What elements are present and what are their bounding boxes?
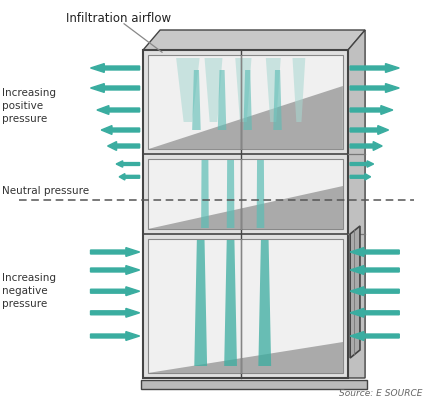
FancyArrow shape bbox=[349, 161, 373, 167]
FancyArrow shape bbox=[107, 142, 139, 150]
Polygon shape bbox=[148, 55, 342, 149]
Polygon shape bbox=[349, 226, 359, 358]
Polygon shape bbox=[292, 58, 305, 122]
Polygon shape bbox=[273, 70, 281, 130]
FancyArrow shape bbox=[90, 84, 139, 92]
FancyArrow shape bbox=[90, 266, 139, 274]
FancyArrow shape bbox=[349, 308, 398, 317]
FancyArrow shape bbox=[349, 332, 398, 340]
Polygon shape bbox=[226, 160, 234, 228]
Polygon shape bbox=[143, 30, 364, 50]
Polygon shape bbox=[176, 58, 199, 122]
Polygon shape bbox=[347, 30, 364, 378]
Text: Increasing
negative
pressure: Increasing negative pressure bbox=[2, 274, 56, 309]
Text: Increasing
positive
pressure: Increasing positive pressure bbox=[2, 88, 56, 124]
FancyArrow shape bbox=[90, 64, 139, 72]
FancyArrow shape bbox=[90, 248, 139, 256]
FancyArrow shape bbox=[349, 142, 381, 150]
FancyArrow shape bbox=[349, 84, 398, 92]
Polygon shape bbox=[224, 240, 236, 366]
FancyArrow shape bbox=[97, 106, 139, 114]
Polygon shape bbox=[192, 70, 200, 130]
FancyArrow shape bbox=[119, 174, 139, 180]
Text: Infiltration airflow: Infiltration airflow bbox=[66, 12, 171, 25]
Polygon shape bbox=[256, 160, 264, 228]
FancyArrow shape bbox=[349, 126, 388, 134]
FancyArrow shape bbox=[101, 126, 139, 134]
FancyArrow shape bbox=[349, 106, 392, 114]
Text: Neutral pressure: Neutral pressure bbox=[2, 186, 89, 196]
FancyArrow shape bbox=[116, 161, 139, 167]
Text: Source: E SOURCE: Source: E SOURCE bbox=[338, 389, 422, 398]
Polygon shape bbox=[243, 70, 251, 130]
Polygon shape bbox=[143, 50, 347, 378]
FancyArrow shape bbox=[349, 266, 398, 274]
Polygon shape bbox=[258, 240, 271, 366]
Polygon shape bbox=[201, 160, 208, 228]
Polygon shape bbox=[148, 186, 342, 229]
Polygon shape bbox=[235, 58, 251, 122]
Polygon shape bbox=[148, 86, 342, 149]
FancyArrow shape bbox=[349, 248, 398, 256]
Polygon shape bbox=[148, 239, 342, 373]
Polygon shape bbox=[217, 70, 226, 130]
Polygon shape bbox=[194, 240, 207, 366]
FancyArrow shape bbox=[90, 287, 139, 296]
Polygon shape bbox=[148, 159, 342, 229]
Polygon shape bbox=[204, 58, 222, 122]
Polygon shape bbox=[265, 58, 280, 122]
Polygon shape bbox=[148, 342, 342, 373]
FancyArrow shape bbox=[90, 308, 139, 317]
FancyArrow shape bbox=[90, 332, 139, 340]
Polygon shape bbox=[141, 380, 366, 389]
FancyArrow shape bbox=[349, 64, 398, 72]
FancyArrow shape bbox=[349, 174, 370, 180]
FancyArrow shape bbox=[349, 287, 398, 296]
